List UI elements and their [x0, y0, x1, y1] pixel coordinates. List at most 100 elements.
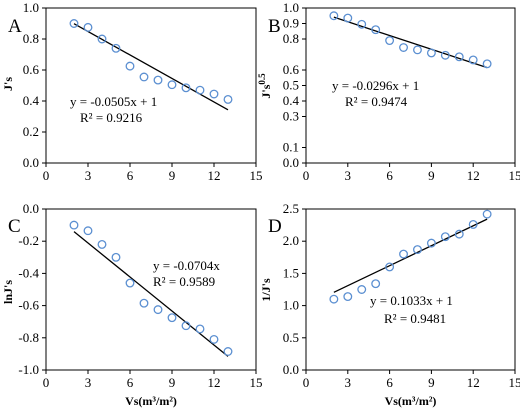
data-point — [385, 262, 395, 272]
data-point — [329, 11, 339, 21]
y-axis-label: lnJ's — [1, 280, 15, 304]
y-tick-label: 0.6 — [283, 62, 300, 77]
data-point — [482, 59, 492, 69]
data-point — [125, 61, 135, 71]
trendline — [73, 23, 229, 111]
trendline — [333, 218, 488, 293]
x-tick-label: 15 — [250, 168, 263, 183]
y-tick-label: 2.0 — [283, 233, 299, 248]
data-point — [111, 252, 121, 262]
data-point — [468, 55, 478, 65]
plot-frame — [305, 208, 516, 371]
data-point — [371, 25, 381, 35]
data-point — [413, 45, 422, 55]
y-tick-label: 0.9 — [283, 16, 299, 31]
y-tick-label: -0.2 — [18, 233, 39, 248]
y-tick-label: 2.5 — [283, 201, 299, 216]
data-point — [153, 305, 163, 315]
data-point — [139, 72, 149, 82]
y-tick-label: 1.0 — [23, 0, 39, 15]
y-tick-label: 0.0 — [283, 155, 299, 170]
data-point — [371, 279, 381, 289]
y-tick-label: -0.4 — [18, 265, 39, 280]
x-axis-label: Vs(m³/m²) — [125, 394, 177, 408]
x-tick-label: 12 — [467, 168, 480, 183]
x-axis-label: Vs(m³/m²) — [385, 394, 437, 408]
data-point — [139, 298, 149, 308]
data-point — [399, 43, 408, 52]
y-tick-label: 0.8 — [283, 31, 299, 46]
data-point — [357, 19, 367, 29]
panel-label: D — [268, 216, 282, 237]
y-tick-label: 0.5 — [283, 78, 299, 93]
data-point — [329, 294, 339, 304]
trend-equation: y = -0.0296x + 1 — [332, 78, 419, 93]
r-squared: R² = 0.9481 — [384, 311, 446, 326]
panel-label: B — [268, 16, 281, 37]
x-tick-label: 0 — [43, 168, 50, 183]
data-point — [69, 220, 79, 230]
panel-label: C — [8, 216, 21, 237]
x-tick-label: 12 — [208, 375, 221, 390]
x-tick-label: 0 — [43, 375, 50, 390]
data-point — [454, 52, 464, 62]
trend-equation: y = -0.0505x + 1 — [70, 94, 157, 109]
data-point — [97, 239, 107, 249]
chart-panel-b: 0 3 6 9 12 15 0.00.1 0.30.40.50.6 0.80.91.0By = … — [257, 0, 520, 183]
data-point — [440, 232, 450, 242]
plot-frame — [45, 7, 257, 164]
data-point — [125, 278, 135, 288]
data-point — [223, 94, 233, 104]
y-tick-label: 1.0 — [283, 298, 299, 313]
data-point — [426, 238, 436, 248]
x-tick-label: 15 — [509, 168, 520, 183]
y-tick-label: 0.5 — [283, 330, 299, 345]
r-squared: R² = 0.9589 — [153, 274, 215, 289]
data-point — [111, 43, 121, 53]
data-point — [181, 83, 191, 93]
data-point — [399, 249, 408, 259]
x-tick-label: 12 — [467, 375, 480, 390]
data-point — [468, 220, 478, 229]
x-tick-label: 3 — [345, 168, 352, 183]
y-tick-label: 0.3 — [283, 109, 299, 124]
y-tick-label: -0.6 — [18, 298, 39, 313]
x-tick-label: 6 — [386, 375, 393, 390]
trend-equation: y = -0.0704x — [153, 258, 220, 273]
x-tick-label: 6 — [386, 168, 393, 183]
y-axis-label: J's — [1, 77, 15, 91]
x-tick-label: 6 — [127, 168, 134, 183]
data-point — [195, 324, 205, 334]
y-tick-label: 0.4 — [23, 93, 40, 108]
data-point — [343, 13, 353, 23]
trendline — [333, 16, 488, 69]
y-tick-label: 1.5 — [283, 265, 299, 280]
r-squared: R² = 0.9474 — [345, 94, 408, 109]
x-tick-label: 12 — [208, 168, 221, 183]
data-point — [426, 48, 436, 58]
panel-label: A — [8, 16, 22, 37]
trendline — [73, 231, 229, 357]
data-point — [385, 36, 395, 45]
x-tick-label: 9 — [428, 168, 435, 183]
data-point — [343, 292, 353, 302]
chart-panel-d: 0 3 6 9 12 15 0.0 0.5 1.0 1.5 2.0 2.5Dy = 0.1033x +… — [259, 201, 520, 408]
y-tick-label: -0.8 — [18, 330, 39, 345]
data-point — [223, 347, 233, 356]
y-tick-label: 0.2 — [23, 124, 39, 139]
y-axis-label: 1/J's — [259, 278, 273, 302]
data-point — [167, 313, 177, 323]
y-axis-label: J's0.5 — [257, 73, 273, 99]
data-point — [440, 50, 450, 60]
data-point — [413, 245, 422, 255]
data-point — [482, 209, 492, 219]
data-point — [83, 22, 93, 32]
data-point — [195, 85, 205, 95]
y-tick-label: 0.0 — [23, 201, 39, 216]
x-tick-label: 3 — [345, 375, 352, 390]
x-tick-label: 3 — [85, 168, 92, 183]
y-tick-label: 0.1 — [283, 140, 299, 155]
data-point — [153, 75, 163, 85]
data-point — [83, 226, 93, 236]
